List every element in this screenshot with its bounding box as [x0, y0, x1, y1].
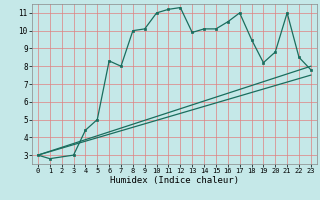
X-axis label: Humidex (Indice chaleur): Humidex (Indice chaleur): [110, 176, 239, 185]
